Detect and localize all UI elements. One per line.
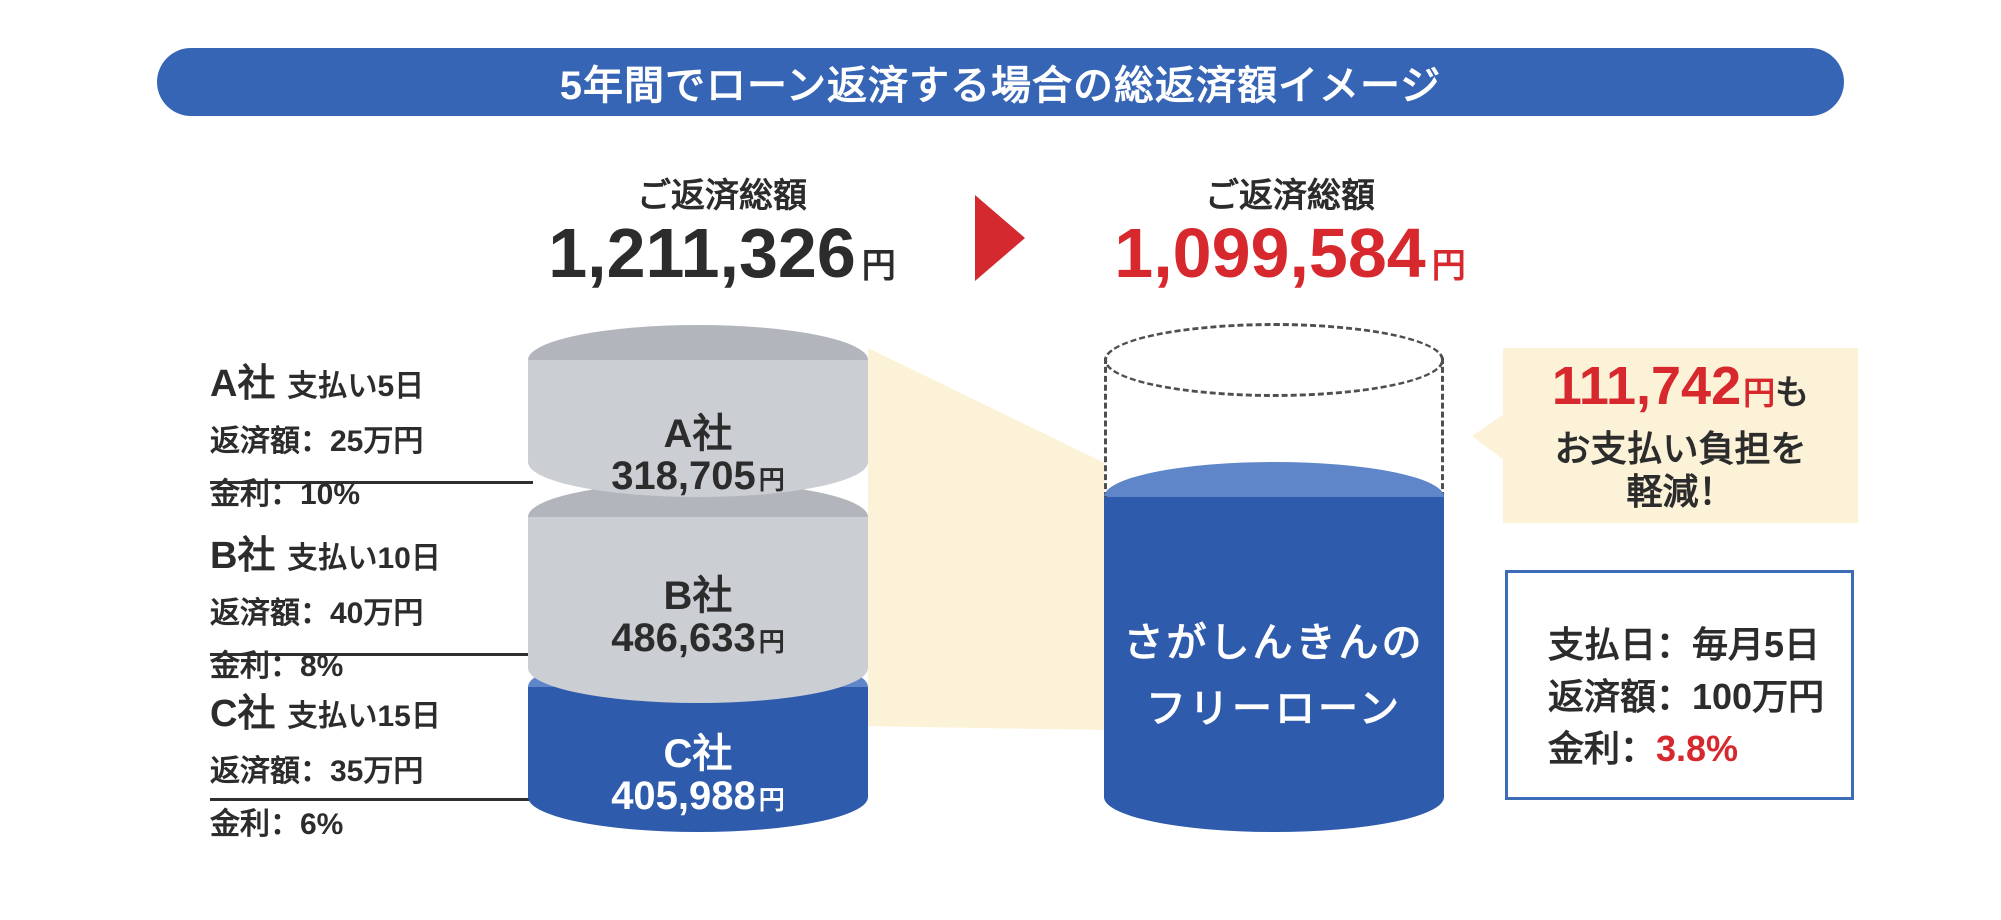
before-total: ご返済総額 1,211,326 円 — [512, 178, 932, 301]
condition-rate: 金利：3.8% — [1548, 728, 1739, 769]
dashed-cylinder-side-left — [1104, 358, 1107, 498]
condition-repayment: 返済額：100万円 — [1548, 676, 1825, 717]
after-total: ご返済総額 1,099,584 円 — [1080, 178, 1500, 301]
lender-c-rate: 金利：6% — [210, 808, 344, 841]
after-total-unit: 円 — [1431, 247, 1466, 285]
header-banner: 5年間でローン返済する場合の総返済額イメージ — [157, 48, 1844, 116]
after-total-label: ご返済総額 — [1205, 177, 1375, 215]
freeloan-body — [1104, 497, 1444, 797]
lender-b-repayment: 返済額：40万円 — [210, 597, 424, 630]
lender-c-name: C社 — [210, 693, 276, 735]
before-total-unit: 円 — [861, 247, 896, 285]
divider-c — [210, 798, 533, 801]
page-title: 5年間でローン返済する場合の総返済額イメージ — [559, 64, 1442, 108]
lender-a-conditions: A社 支払い5日 返済額：25万円 金利：10% — [210, 352, 540, 513]
divider-b — [210, 653, 533, 656]
before-total-amount: 1,211,326 円 — [548, 214, 896, 292]
savings-line2: お支払い負担を — [1554, 427, 1807, 469]
freeloan-cylinder-chart: さがしんきんの フリーローン — [1104, 320, 1444, 840]
savings-bubble: 111,742円も お支払い負担を 軽減！ — [1503, 348, 1858, 523]
segment-c-bottom — [528, 762, 868, 832]
condition-payday: 支払日：毎月5日 — [1548, 624, 1821, 665]
bubble-tail — [1472, 414, 1504, 460]
savings-amount: 111,742 — [1551, 355, 1742, 416]
lender-b-name: B社 — [210, 535, 276, 577]
segment-c-label: C社 405,988 円 — [611, 732, 785, 818]
condition-rate-value: 3.8% — [1656, 728, 1739, 769]
freeloan-label: さがしんきんの フリーローン — [1123, 621, 1425, 731]
savings-line3: 軽減！ — [1626, 470, 1735, 512]
segment-b-label: B社 486,633 円 — [611, 574, 785, 660]
lender-c-conditions: C社 支払い15日 返済額：35万円 金利：6% — [210, 682, 540, 843]
dashed-cylinder-top — [1104, 323, 1444, 397]
segment-a-label: A社 318,705 円 — [611, 412, 785, 498]
lender-c-payday: 支払い15日 — [287, 700, 441, 733]
after-total-amount: 1,099,584 円 — [1114, 214, 1466, 292]
segment-b-bottom — [528, 633, 868, 703]
lender-b-payday: 支払い10日 — [287, 542, 441, 575]
divider-a — [210, 481, 533, 484]
freeloan-conditions-box: 支払日：毎月5日 返済額：100万円 金利：3.8% — [1505, 570, 1854, 800]
arrow-right-icon — [975, 195, 1025, 281]
dashed-cylinder-side-right — [1441, 358, 1444, 498]
lender-a-name: A社 — [210, 363, 276, 405]
freeloan-bottom — [1104, 762, 1444, 832]
before-total-label: ご返済総額 — [637, 177, 807, 215]
segment-a-bottom — [528, 427, 868, 497]
lender-b-conditions: B社 支払い10日 返済額：40万円 金利：8% — [210, 524, 540, 685]
lender-b-rate: 金利：8% — [210, 650, 344, 683]
stacked-cylinder-chart: A社 318,705 円 B社 486,633 円 C社 405,988 円 — [528, 325, 868, 835]
lender-c-repayment: 返済額：35万円 — [210, 755, 424, 788]
comparison-beam — [868, 348, 1104, 730]
lender-a-rate: 金利：10% — [210, 478, 361, 511]
savings-unit: 円 — [1743, 374, 1776, 411]
lender-a-repayment: 返済額：25万円 — [210, 425, 424, 458]
lender-a-payday: 支払い5日 — [287, 370, 425, 403]
